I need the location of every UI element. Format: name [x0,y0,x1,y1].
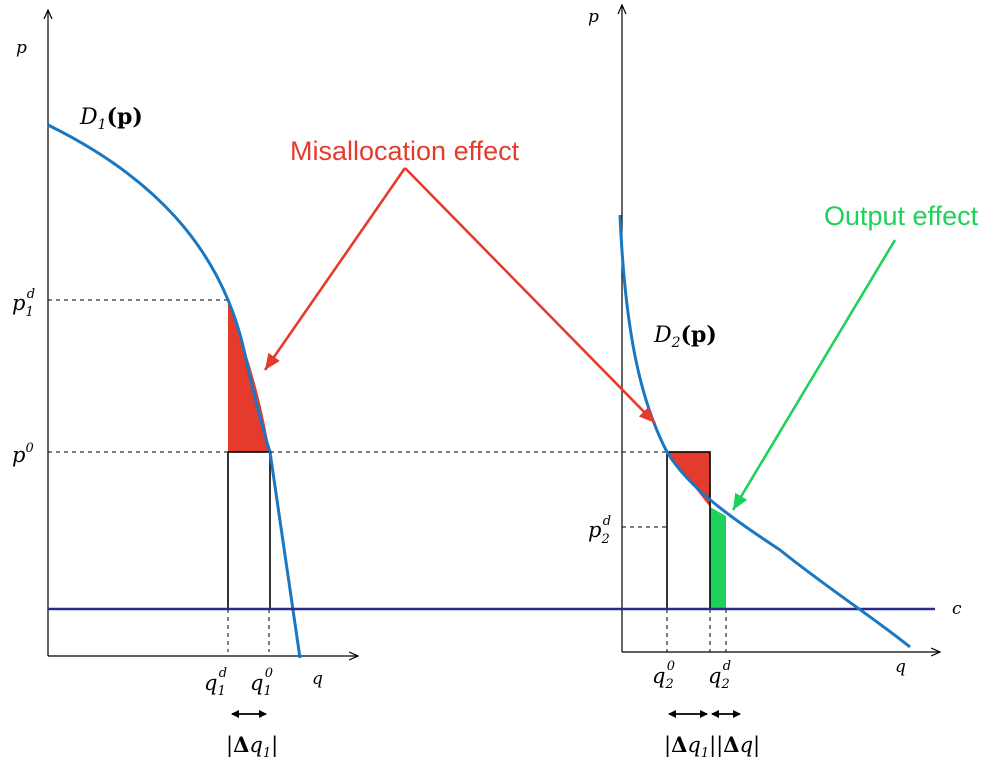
x-axis-label-right: q [895,657,906,677]
qty-low-label-left: q1d [204,666,227,699]
demand-label-left: D1(p) [79,104,143,133]
guide-lines-right [270,451,727,652]
demand-label-right: D2(p) [653,322,717,351]
cost-label: c [952,599,962,619]
demand-curve-right [618,214,911,649]
demand-curve-left [47,123,302,659]
y-axis-label-left: p [16,38,27,58]
misallocation-label: Misallocation effect [290,136,520,166]
delta-label-right: |Δq1||Δq| [664,732,760,761]
x-axis-label-left: q [312,669,323,689]
misallocation-arrows [263,167,656,424]
output-area [710,507,726,609]
delta-label-left: |Δq1| [226,732,278,761]
qty-low-label-right: q20 [652,659,675,692]
price-low-label-right: p2d [588,514,611,547]
output-arrow [731,239,897,511]
price-high-label: p1d [12,287,35,320]
quantity-rect-left [227,451,271,610]
qty-high-label-left: q10 [250,666,273,699]
qty-high-label-right: q2d [708,659,731,692]
output-label: Output effect [824,201,979,231]
y-axis-label-right: p [588,7,599,27]
guide-lines-left [48,299,270,652]
price-base-label: p0 [12,441,34,467]
